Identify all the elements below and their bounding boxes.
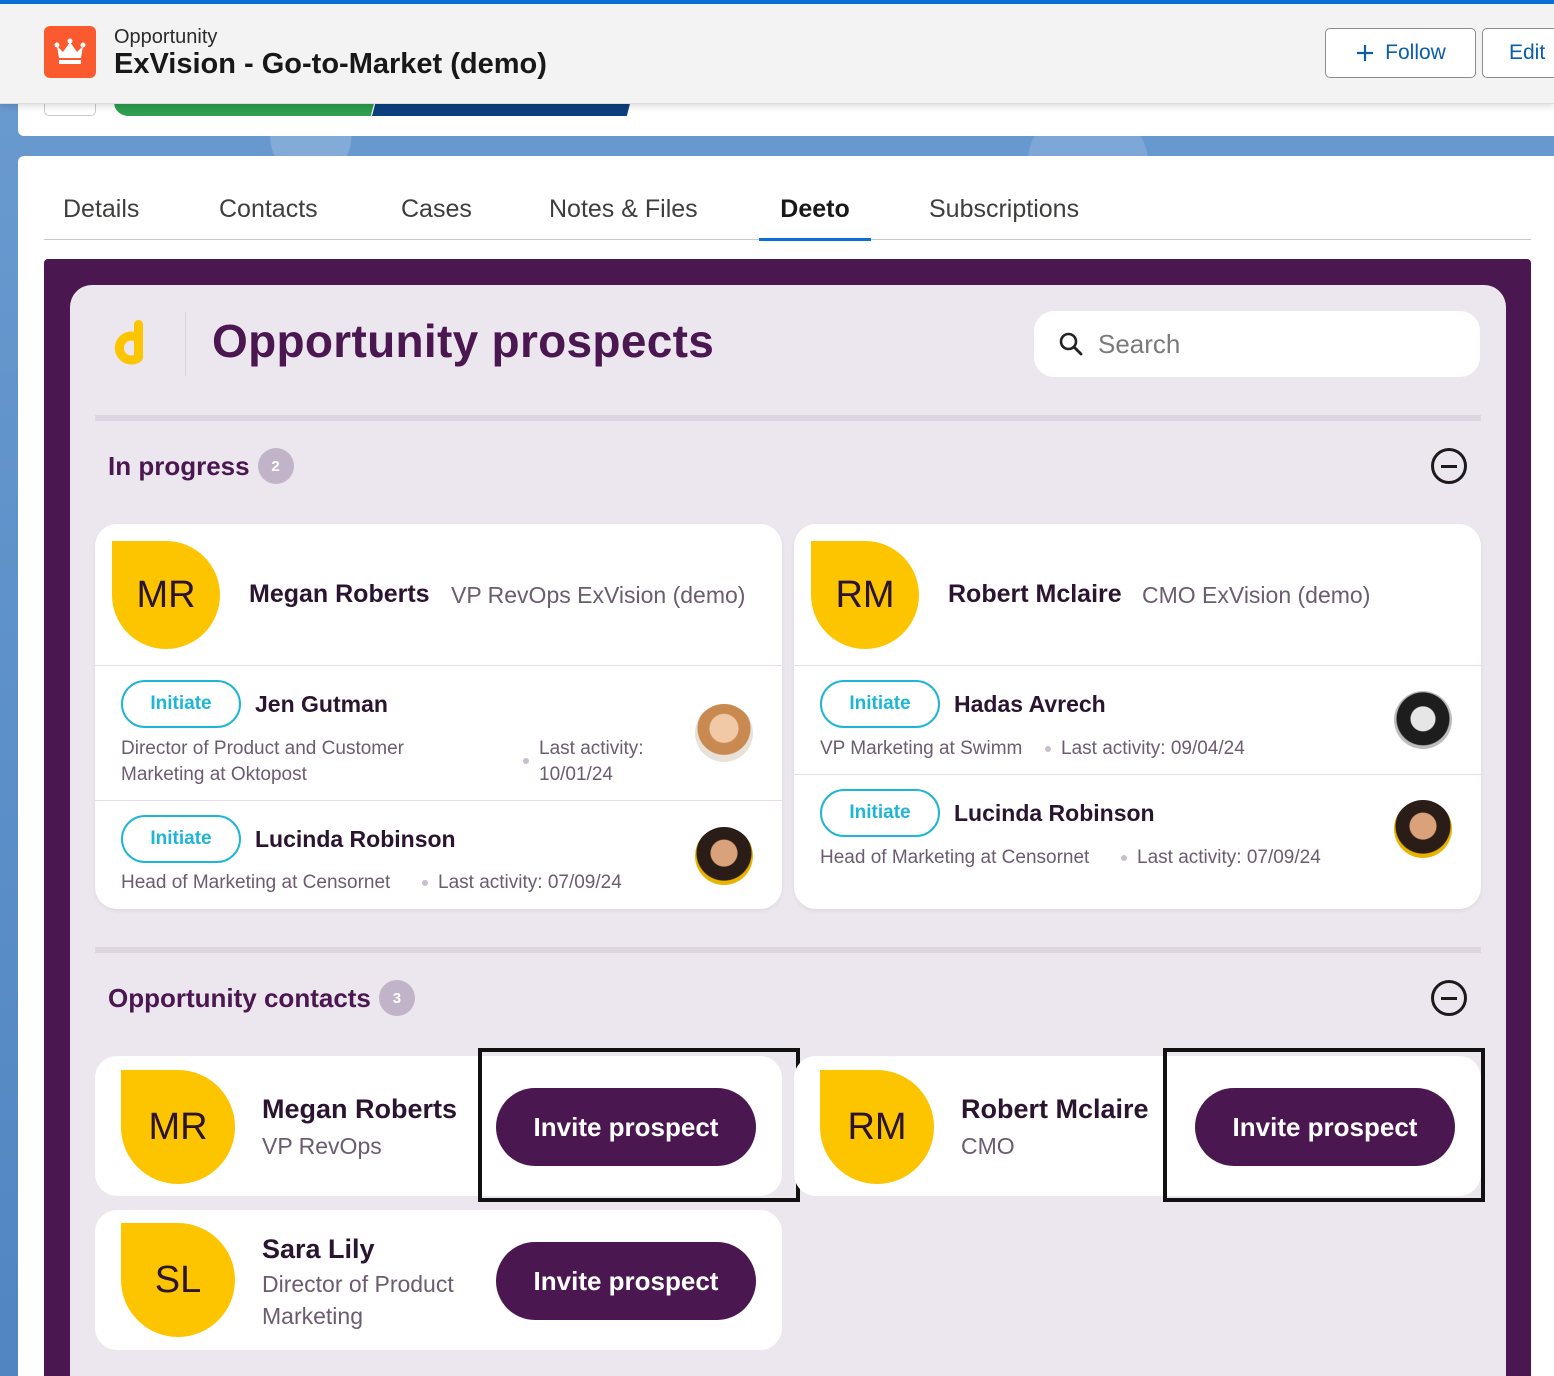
contact-title-line2: Marketing at Oktopost [121,764,307,785]
in-progress-count-badge: 2 [257,448,294,484]
invite-prospect-button[interactable]: Invite prospect [496,1242,756,1320]
contact-role: VP RevOps [262,1133,382,1159]
card-divider [794,665,1481,666]
panel-title: Opportunity prospects [212,315,715,367]
tab-contacts[interactable]: Contacts [219,195,318,223]
card-divider [95,800,782,801]
tab-deeto[interactable]: Deeto [759,182,871,241]
initials-avatar: MR [112,541,220,649]
contact-name: Lucinda Robinson [255,826,456,852]
initiate-button[interactable]: Initiate [121,815,241,863]
in-progress-title: In progress [108,450,250,481]
last-activity: Last activity: 09/04/24 [1061,738,1245,759]
in-progress-header: In progress 2 [108,448,294,484]
logo-divider [185,312,186,376]
contact-photo-avatar [695,704,753,762]
tab-cases[interactable]: Cases [401,195,472,223]
prospect-card: RM Robert Mclaire CMO ExVision (demo) In… [794,524,1481,909]
contact-name: Lucinda Robinson [954,800,1155,826]
initials-avatar: MR [121,1070,235,1184]
prospect-role: CMO ExVision (demo) [1142,582,1371,608]
contact-name: Robert Mclaire [961,1094,1149,1124]
initials-avatar: RM [820,1070,934,1184]
highlight-box [478,1048,800,1202]
opportunity-contacts-count-badge: 3 [378,980,415,1016]
contact-role-line1: Director of Product [262,1271,454,1297]
last-activity: Last activity: 07/09/24 [1137,847,1321,868]
search-icon [1059,332,1083,356]
record-name: ExVision - Go-to-Market (demo) [114,48,547,80]
minus-icon [1441,464,1457,468]
contact-title-line1: Director of Product and Customer [121,738,405,759]
card-divider [95,665,782,666]
edit-button[interactable]: Edit [1482,28,1554,78]
last-activity-date: 10/01/24 [539,764,613,785]
prospect-role: VP RevOps ExVision (demo) [451,582,746,608]
search-box[interactable] [1034,311,1480,377]
last-activity-label: Last activity: [539,738,644,759]
opportunity-contacts-header: Opportunity contacts 3 [108,980,415,1016]
initiate-button[interactable]: Initiate [121,680,241,728]
contact-name: Sara Lily [262,1234,375,1264]
contact-title: Head of Marketing at Censornet [820,847,1090,868]
contact-role-line2: Marketing [262,1303,363,1329]
contact-photo-avatar [1394,691,1452,749]
object-type-label: Opportunity [114,26,218,48]
contact-title: Head of Marketing at Censornet [121,872,391,893]
prospect-name: Robert Mclaire [948,580,1122,608]
section-divider [95,415,1481,421]
contact-name: Jen Gutman [255,691,388,717]
card-divider [794,774,1481,775]
plus-icon [1357,45,1374,61]
initiate-button[interactable]: Initiate [820,680,940,728]
record-tabs: Details Contacts Cases Notes & Files Dee… [44,182,1531,241]
contact-name: Hadas Avrech [954,691,1106,717]
opportunity-crown-icon [44,26,96,78]
prospect-name: Megan Roberts [249,580,430,608]
opportunity-contact-card: MR Megan Roberts VP RevOps Invite prospe… [95,1056,782,1196]
search-input[interactable] [1098,325,1458,363]
section-divider [95,947,1481,953]
record-header: Opportunity ExVision - Go-to-Market (dem… [0,4,1554,104]
tab-details[interactable]: Details [63,195,140,223]
initiate-button[interactable]: Initiate [820,789,940,837]
separator-dot [523,758,529,764]
initials-avatar: RM [811,541,919,649]
edit-label: Edit [1509,41,1546,64]
initials-avatar: SL [121,1223,235,1337]
highlight-box [1163,1048,1485,1202]
follow-label: Follow [1385,41,1446,64]
collapse-in-progress-button[interactable] [1431,448,1467,484]
contact-photo-avatar [695,827,753,885]
separator-dot [422,880,428,886]
minus-icon [1441,996,1457,1000]
collapse-opportunity-contacts-button[interactable] [1431,980,1467,1016]
last-activity: Last activity: 07/09/24 [438,872,622,893]
contact-photo-avatar [1394,800,1452,858]
tab-notes-files[interactable]: Notes & Files [549,195,698,223]
prospect-card: MR Megan Roberts VP RevOps ExVision (dem… [95,524,782,909]
opportunity-contact-card: RM Robert Mclaire CMO Invite prospect [794,1056,1481,1196]
contact-name: Megan Roberts [262,1094,458,1124]
top-accent-bar [0,0,1554,4]
invite-prospect-button[interactable]: Invite prospect [1195,1088,1455,1166]
contact-title: VP Marketing at Swimm [820,738,1023,759]
invite-prospect-button[interactable]: Invite prospect [496,1088,756,1166]
contact-role: CMO [961,1133,1015,1159]
separator-dot [1045,746,1051,752]
opportunity-contact-card: SL Sara Lily Director of Product Marketi… [95,1210,782,1350]
tab-subscriptions[interactable]: Subscriptions [929,195,1080,223]
separator-dot [1121,855,1127,861]
opportunity-contacts-title: Opportunity contacts [108,982,371,1013]
deeto-logo-icon [114,320,143,365]
follow-button[interactable]: Follow [1325,28,1476,78]
